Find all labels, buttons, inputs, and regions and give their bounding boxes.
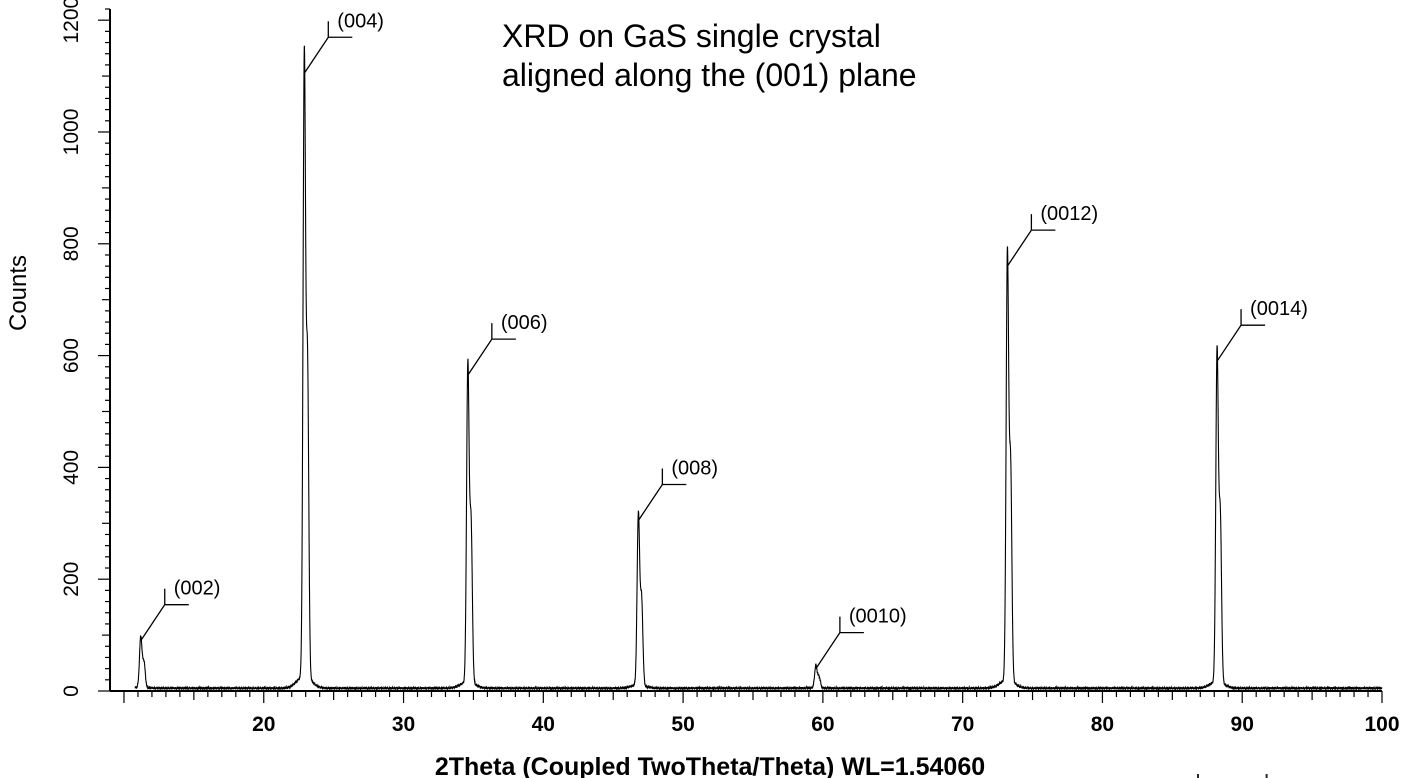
x-tick-label: 30	[392, 713, 415, 736]
watermark: www.hqgraphene.com	[1142, 770, 1361, 778]
peak-label: (004)	[337, 10, 384, 32]
x-tick-label: 100	[1364, 713, 1399, 736]
peak-leader	[1216, 324, 1266, 362]
peak-annotations: (002) (004) (006) (008) (0010) (0012) (0014)	[140, 10, 1308, 669]
chart-title-line-1: XRD on GaS single crystal	[502, 18, 881, 54]
peak-leader	[637, 483, 687, 521]
y-tick-label: 200	[60, 562, 83, 597]
peak-leader	[303, 36, 353, 74]
peak-leader	[140, 604, 189, 642]
y-tick-label: 0	[60, 685, 83, 697]
y-tick-label: 400	[60, 450, 83, 485]
y-tick-label: 1200	[60, 0, 83, 44]
x-tick-label: 40	[532, 713, 555, 736]
x-tick-label: 70	[951, 713, 974, 736]
peak-leader	[815, 631, 864, 669]
xrd-curve	[134, 45, 1383, 692]
peak-label: (008)	[671, 458, 718, 480]
x-tick-label: 50	[671, 713, 694, 736]
x-tick-label: 80	[1091, 713, 1114, 736]
peak-label: (006)	[501, 312, 548, 334]
x-tick-label: 20	[252, 713, 275, 736]
y-tick-label: 600	[60, 338, 83, 373]
chart-title-line-2: aligned along the (001) plane	[502, 57, 917, 93]
y-axis-label: Counts	[5, 255, 32, 331]
axes: 0 200 400 600 800 1000 1200 20 30 40 50 60 70 80 90 100	[60, 0, 1400, 736]
peak-label: (0012)	[1040, 203, 1098, 225]
y-tick-label: 1000	[60, 109, 83, 156]
y-tick-label: 800	[60, 226, 83, 261]
xrd-pattern	[134, 45, 1383, 692]
peak-leader	[467, 338, 516, 376]
x-tick-label: 90	[1231, 713, 1254, 736]
peak-leader	[1006, 229, 1056, 267]
peak-label: (002)	[174, 578, 221, 600]
peak-label: (0014)	[1250, 298, 1308, 320]
x-axis-label: 2Theta (Coupled TwoTheta/Theta) WL=1.540…	[435, 753, 985, 778]
x-tick-label: 60	[811, 713, 834, 736]
peak-label: (0010)	[849, 606, 907, 628]
